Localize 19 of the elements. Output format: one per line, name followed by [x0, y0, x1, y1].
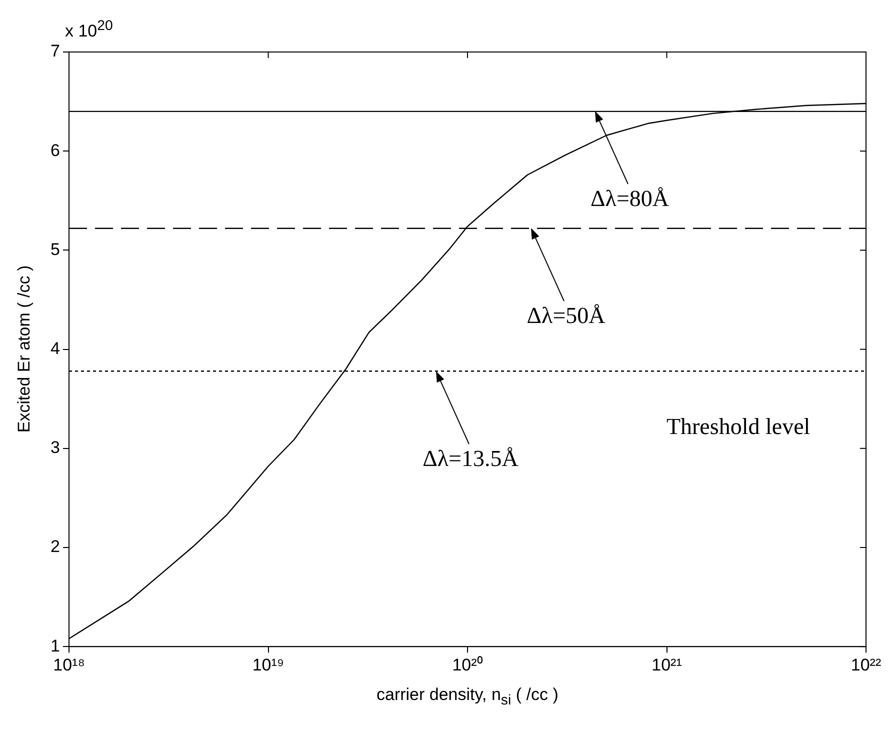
y-tick-label: 3 [50, 438, 60, 458]
y-tick-label: 2 [50, 537, 60, 556]
y-tick-label: 6 [50, 140, 60, 160]
text: x 10$^{20}$ [65, 18, 113, 42]
x-tick-label: 10¹⁹ [252, 655, 284, 674]
y-tick-label: 1 [50, 636, 60, 656]
x-tick-label: 10²¹ [652, 655, 682, 674]
x-tick-label: 10²⁰ [452, 655, 483, 674]
annotation: Δλ=13.5Å [422, 446, 518, 472]
x-axis-title: carrier density, n$_{si}$ ( /cc ) [376, 684, 558, 708]
y-tick-label: 7 [50, 42, 60, 61]
y-tick-label: 5 [50, 240, 60, 259]
annotation: Threshold level [666, 414, 810, 440]
x-tick-label: 10¹⁸ [53, 655, 85, 674]
y-axis-title: Excited Er atom ( /cc ) [14, 266, 34, 433]
annotation: Δλ=80Å [590, 186, 670, 212]
x-tick-label: 10²² [850, 655, 882, 674]
y-tick-label: 4 [50, 338, 60, 358]
annotation: Δλ=50Å [526, 303, 606, 330]
